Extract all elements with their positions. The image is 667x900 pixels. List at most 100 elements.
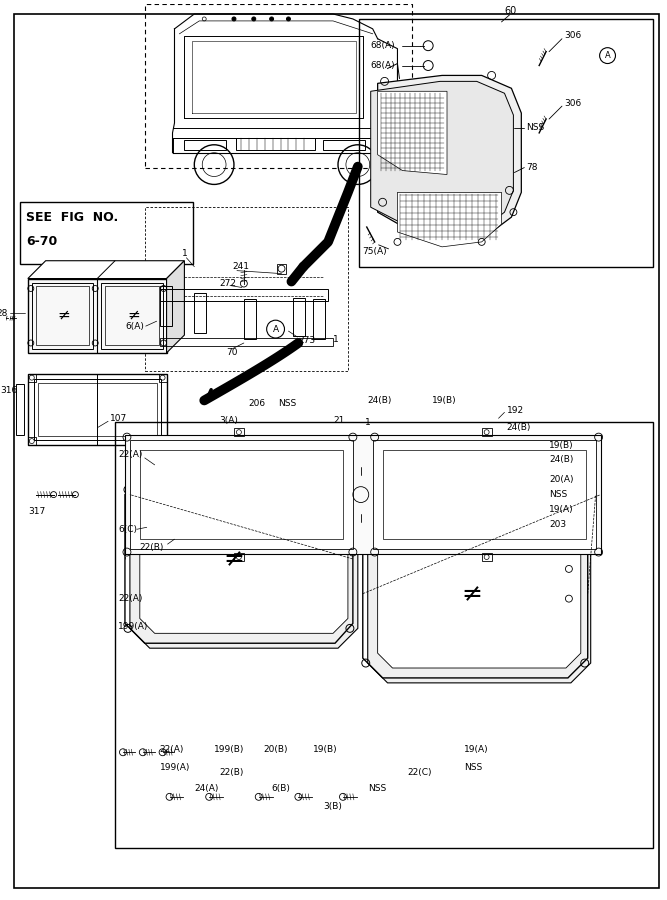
Bar (101, 283, 163, 349)
Bar (194, 293, 206, 333)
Bar (125, 435, 600, 554)
Text: 19(B): 19(B) (313, 745, 338, 754)
Text: NSS: NSS (368, 785, 386, 794)
Circle shape (269, 17, 273, 21)
Text: A: A (605, 51, 610, 60)
Text: 22(A): 22(A) (118, 451, 142, 460)
Text: 203: 203 (549, 520, 566, 529)
Text: 21: 21 (333, 416, 344, 425)
Text: NSS: NSS (464, 762, 482, 771)
Polygon shape (378, 76, 522, 237)
Bar (140, 450, 343, 539)
Text: 6(C): 6(C) (118, 525, 137, 534)
Bar (234, 554, 244, 561)
Bar (482, 554, 492, 561)
Text: 22(B): 22(B) (219, 768, 243, 777)
Text: 1: 1 (365, 418, 370, 427)
Text: 22(A): 22(A) (118, 594, 142, 603)
Text: 22(A): 22(A) (159, 745, 184, 754)
Text: ≠: ≠ (462, 581, 482, 606)
Bar (236, 138, 315, 149)
Text: 19(B): 19(B) (549, 440, 574, 449)
Text: 241: 241 (232, 262, 249, 271)
Text: 68(A): 68(A) (371, 41, 396, 50)
Circle shape (251, 17, 255, 21)
Text: A: A (273, 325, 279, 334)
Bar (28, 374, 36, 382)
Circle shape (232, 17, 236, 21)
Bar (159, 286, 171, 326)
Text: 199(B): 199(B) (214, 745, 245, 754)
Text: NSS: NSS (279, 399, 297, 408)
Text: 68(A): 68(A) (371, 61, 396, 70)
Bar (28, 374, 167, 445)
Text: 60: 60 (504, 6, 517, 16)
Text: 3(B): 3(B) (323, 802, 342, 811)
Text: 306: 306 (564, 99, 581, 108)
Text: 24(B): 24(B) (506, 423, 531, 432)
Bar (234, 428, 244, 436)
Bar (159, 437, 167, 445)
Bar (159, 290, 328, 302)
Polygon shape (378, 529, 581, 668)
Text: 272: 272 (219, 279, 236, 288)
Text: 22(B): 22(B) (140, 543, 164, 552)
Text: 316: 316 (0, 386, 17, 395)
Text: 192: 192 (506, 406, 524, 415)
Text: 75(A): 75(A) (362, 248, 386, 256)
Bar (159, 374, 167, 382)
Polygon shape (28, 261, 184, 279)
Bar (115, 422, 653, 849)
Text: NSS: NSS (549, 491, 568, 500)
Polygon shape (140, 495, 348, 634)
Bar (173, 138, 392, 153)
Bar (32, 283, 93, 349)
Bar (105, 286, 159, 345)
Text: 1: 1 (182, 249, 188, 258)
Text: ≠: ≠ (127, 308, 139, 323)
Bar (28, 437, 36, 445)
Bar (36, 286, 89, 345)
Text: 20(A): 20(A) (549, 475, 574, 484)
Bar (244, 300, 255, 339)
Bar (159, 338, 333, 346)
Text: 24(B): 24(B) (549, 455, 574, 464)
Polygon shape (368, 515, 591, 683)
Text: 22(C): 22(C) (408, 768, 432, 777)
Polygon shape (130, 480, 358, 648)
Text: ≠: ≠ (57, 308, 70, 323)
Text: 28: 28 (0, 309, 7, 318)
Text: 206: 206 (249, 399, 266, 408)
Text: 317: 317 (28, 507, 45, 516)
Polygon shape (398, 193, 502, 247)
Text: 6-70: 6-70 (26, 236, 57, 248)
Text: NSS: NSS (526, 123, 544, 132)
Text: 20(B): 20(B) (263, 745, 288, 754)
Text: 19(B): 19(B) (432, 396, 457, 405)
Polygon shape (167, 261, 184, 353)
Bar (373, 440, 596, 549)
Text: 1: 1 (333, 335, 339, 344)
Bar (293, 299, 305, 336)
Bar (277, 264, 286, 274)
Bar (16, 383, 24, 435)
Bar (383, 450, 586, 539)
Text: 273: 273 (298, 337, 315, 346)
Text: 78: 78 (526, 163, 538, 172)
Bar (38, 382, 157, 436)
Bar (323, 140, 365, 149)
Bar (482, 428, 492, 436)
Text: 19(A): 19(A) (464, 745, 488, 754)
Text: 107: 107 (110, 414, 127, 423)
Bar (184, 140, 226, 149)
Bar (28, 279, 167, 353)
Circle shape (286, 17, 290, 21)
Bar (313, 300, 325, 339)
Bar (130, 440, 353, 549)
Text: 306: 306 (564, 32, 581, 40)
Bar (359, 19, 653, 266)
Text: 3(A): 3(A) (219, 416, 238, 425)
Text: 19(A): 19(A) (549, 505, 574, 514)
Text: 199(A): 199(A) (118, 622, 148, 631)
Text: 6(B): 6(B) (271, 785, 291, 794)
